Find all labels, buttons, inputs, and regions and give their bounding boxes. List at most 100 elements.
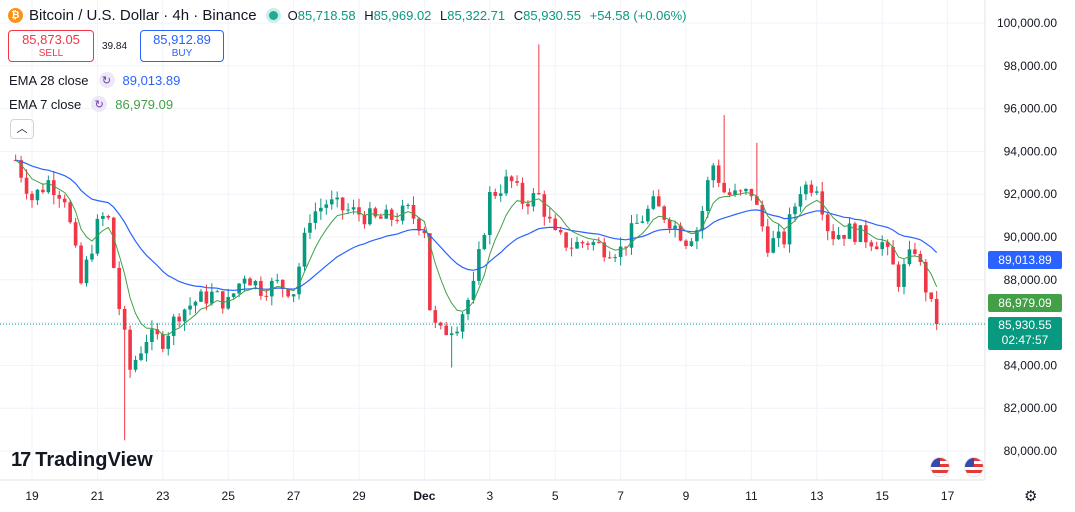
candle-body bbox=[553, 218, 557, 230]
candle-body bbox=[46, 180, 51, 193]
candle-body bbox=[695, 230, 699, 242]
candle-body bbox=[62, 198, 67, 203]
candle-body bbox=[444, 325, 448, 336]
candle-body bbox=[395, 219, 399, 221]
candle-body bbox=[264, 295, 269, 297]
candle-body bbox=[804, 184, 808, 195]
candle-body bbox=[760, 204, 765, 227]
candle-body bbox=[351, 207, 356, 210]
candle-body bbox=[902, 264, 906, 287]
x-tick-label: 27 bbox=[287, 489, 301, 503]
candle-body bbox=[929, 292, 934, 299]
buy-button[interactable]: 85,912.89 BUY bbox=[140, 30, 224, 62]
candle-body bbox=[68, 202, 72, 223]
x-tick-label: 9 bbox=[683, 489, 690, 503]
indicator-ema7[interactable]: EMA 7 close ↻ 86,979.09 bbox=[9, 95, 173, 113]
candle-body bbox=[117, 267, 121, 309]
spread-value: 39.84 bbox=[102, 41, 128, 52]
ema28-price-tag: 89,013.89 bbox=[988, 251, 1062, 269]
candle-body bbox=[716, 165, 721, 183]
candle-body bbox=[755, 196, 759, 205]
candle-body bbox=[934, 298, 939, 325]
ohlc-values: O85,718.58 H85,969.02 L85,322.71 C85,930… bbox=[287, 7, 687, 23]
candle-body bbox=[515, 181, 519, 183]
candle-body bbox=[313, 211, 318, 223]
x-tick-label: 25 bbox=[222, 489, 236, 503]
y-tick-label: 84,000.00 bbox=[1004, 358, 1058, 372]
candle-body bbox=[765, 226, 770, 253]
candle-body bbox=[771, 238, 775, 253]
candle-body bbox=[842, 234, 846, 239]
candle-body bbox=[820, 191, 825, 215]
candle-body bbox=[569, 247, 574, 249]
loading-icon: ↻ bbox=[98, 72, 115, 88]
y-tick-label: 92,000.00 bbox=[1004, 187, 1058, 201]
candle-body bbox=[831, 231, 835, 240]
symbol-title[interactable]: Bitcoin / U.S. Dollar · 4h · Binance bbox=[29, 6, 257, 24]
x-tick-label: 15 bbox=[876, 489, 890, 503]
candle-body bbox=[869, 242, 874, 247]
candle-body bbox=[79, 245, 83, 284]
candle-body bbox=[776, 231, 781, 239]
tradingview-logo[interactable]: 17 TradingView bbox=[11, 449, 153, 472]
y-tick-label: 94,000.00 bbox=[1004, 144, 1058, 158]
x-tick-label: Dec bbox=[413, 489, 435, 503]
candle-body bbox=[368, 208, 372, 225]
collapse-legend-button[interactable]: ︿ bbox=[10, 119, 34, 139]
candle-body bbox=[651, 196, 656, 209]
settings-gear-icon[interactable]: ⚙ bbox=[1024, 488, 1038, 505]
candle-body bbox=[139, 353, 143, 360]
candle-body bbox=[210, 291, 214, 304]
candle-body bbox=[41, 189, 45, 193]
candle-body bbox=[591, 242, 596, 245]
candle-body bbox=[335, 197, 339, 200]
us-flag-icon[interactable] bbox=[930, 457, 950, 477]
x-tick-label: 3 bbox=[486, 489, 493, 503]
ema7-price-tag: 86,979.09 bbox=[988, 294, 1062, 312]
tradingview-icon: 17 bbox=[11, 449, 31, 471]
candle-body bbox=[346, 209, 350, 211]
ema28-line bbox=[15, 159, 938, 291]
candle-body bbox=[24, 177, 29, 194]
x-tick-label: 17 bbox=[941, 489, 955, 503]
candle-body bbox=[787, 214, 792, 245]
candle-body bbox=[509, 176, 514, 182]
candle-body bbox=[706, 180, 710, 212]
candle-body bbox=[188, 305, 192, 310]
indicator-ema28[interactable]: EMA 28 close ↻ 89,013.89 bbox=[9, 71, 180, 89]
candle-body bbox=[144, 342, 149, 354]
candle-body bbox=[362, 214, 367, 225]
open-value: 85,718.58 bbox=[297, 7, 356, 23]
candle-body bbox=[482, 234, 487, 250]
candle-body bbox=[319, 207, 323, 212]
y-tick-label: 100,000.00 bbox=[997, 16, 1057, 30]
us-flag-icon[interactable] bbox=[964, 457, 984, 477]
candle-body bbox=[449, 333, 454, 336]
buy-price: 85,912.89 bbox=[153, 32, 211, 47]
candle-body bbox=[101, 215, 105, 219]
candle-body bbox=[471, 280, 476, 300]
candle-body bbox=[607, 257, 612, 259]
candle-body bbox=[793, 206, 797, 215]
candle-body bbox=[744, 188, 748, 192]
candle-body bbox=[825, 214, 830, 232]
x-tick-label: 7 bbox=[617, 489, 624, 503]
candle-body bbox=[73, 222, 78, 246]
candle-body bbox=[667, 219, 672, 229]
candle-body bbox=[547, 216, 552, 219]
candle-body bbox=[864, 225, 868, 243]
candle-body bbox=[749, 188, 754, 197]
chevron-up-icon: ︿ bbox=[16, 123, 28, 135]
candle-body bbox=[280, 279, 285, 289]
low-value: 85,322.71 bbox=[447, 7, 506, 23]
candle-body bbox=[586, 243, 590, 245]
sell-button[interactable]: 85,873.05 SELL bbox=[8, 30, 94, 62]
candle-body bbox=[613, 257, 617, 259]
candle-body bbox=[95, 218, 100, 254]
candle-body bbox=[193, 301, 198, 306]
candle-body bbox=[629, 223, 634, 248]
x-tick-label: 21 bbox=[91, 489, 105, 503]
candle-body bbox=[422, 230, 427, 234]
candle-body bbox=[19, 160, 23, 178]
